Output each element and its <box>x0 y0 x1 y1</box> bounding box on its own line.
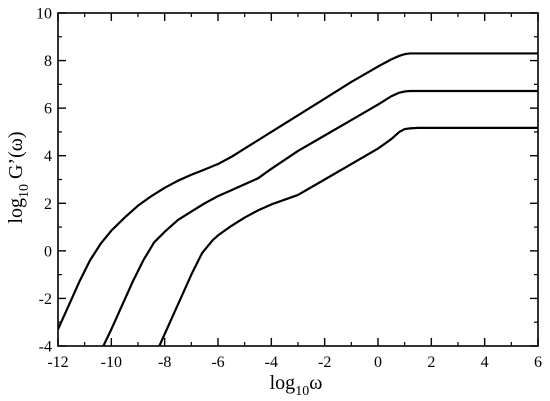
series-group <box>58 52 538 346</box>
y-tick-label: -2 <box>39 291 52 308</box>
series-line-3 <box>158 126 538 346</box>
y-tick-label: 4 <box>44 148 52 165</box>
x-tick-label: 0 <box>374 354 382 371</box>
labels-layer: log10ω log10 G’(ω) <box>5 131 322 399</box>
x-tick-label: -10 <box>101 354 122 371</box>
y-tick-label: 8 <box>44 53 52 70</box>
x-axis-title: log10ω <box>270 372 323 399</box>
plot-layer <box>57 12 539 347</box>
y-tick-label: 2 <box>44 196 52 213</box>
x-tick-label: 6 <box>534 354 542 371</box>
series-line-2 <box>102 89 538 346</box>
y-axis-title: log10 G’(ω) <box>5 131 32 223</box>
y-tick-label: 6 <box>44 101 52 118</box>
y-tick-label: 10 <box>36 6 52 23</box>
x-tick-label: 2 <box>427 354 435 371</box>
x-tick-label: -8 <box>158 354 171 371</box>
x-tick-label: 4 <box>481 354 489 371</box>
x-tick-label: -12 <box>47 354 68 371</box>
x-tick-label: -2 <box>318 354 331 371</box>
x-tick-label: -6 <box>211 354 224 371</box>
y-tick-label: 0 <box>44 243 52 260</box>
x-tick-label: -4 <box>265 354 278 371</box>
plot-frame <box>57 12 539 347</box>
series-line-1 <box>58 52 538 331</box>
y-tick-label: -4 <box>39 339 52 356</box>
ticks-layer: -12 -10 -8 -6 -4 -2 0 2 4 6 -4 -2 0 2 4 6 8 10 <box>36 6 542 372</box>
